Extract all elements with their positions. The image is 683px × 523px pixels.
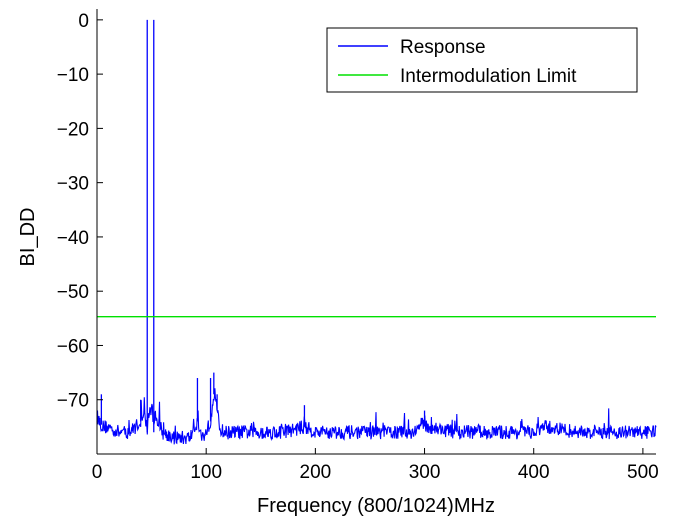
y-axis-label: BI_DD	[17, 208, 39, 267]
y-tick-label-0: 0	[78, 11, 89, 32]
x-tick-label-0: 0	[92, 462, 103, 483]
y-tick-label-6: −60	[57, 336, 89, 357]
y-tick-label-7: −70	[57, 391, 89, 412]
y-tick-label-3: −30	[57, 174, 89, 195]
x-tick-label-4: 400	[518, 462, 550, 483]
x-tick-label-3: 300	[409, 462, 441, 483]
legend-label-response: Response	[400, 37, 486, 58]
x-tick-label-2: 200	[300, 462, 332, 483]
y-tick-label-1: −10	[57, 65, 89, 86]
y-tick-label-4: −40	[57, 228, 89, 249]
legend: Response Intermodulation Limit	[326, 27, 638, 93]
x-tick-label-5: 500	[627, 462, 659, 483]
x-axis-label: Frequency (800/1024)MHz	[257, 495, 495, 517]
y-tick-label-5: −50	[57, 282, 89, 303]
y-tick-label-2: −20	[57, 119, 89, 140]
series-response-line	[96, 388, 657, 445]
plot-area	[96, 19, 657, 445]
x-tick-label-1: 100	[190, 462, 222, 483]
axes: 0 100 200 300 400 500 0 −10 −20 −30 −40 −50 −60 −70	[57, 9, 659, 483]
legend-label-intermodulation-limit: Intermodulation Limit	[400, 66, 577, 87]
legend-box	[326, 27, 638, 93]
